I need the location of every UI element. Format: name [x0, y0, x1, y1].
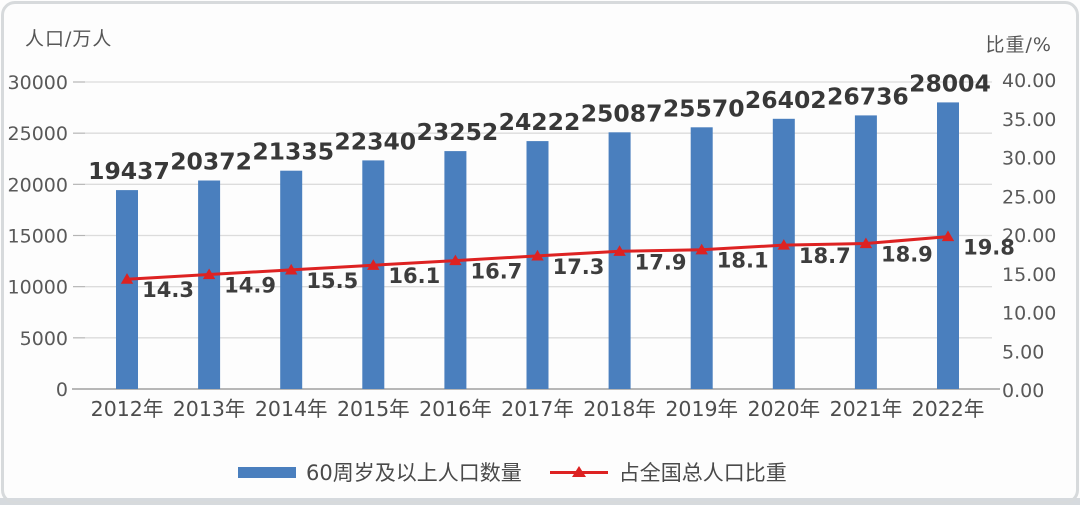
line-series-swatch — [549, 465, 608, 479]
bar — [362, 160, 385, 389]
x-axis-label: 2017年 — [501, 397, 574, 421]
right-axis-tick-label: 15.00 — [1002, 264, 1056, 286]
line-marker — [531, 249, 544, 261]
x-axis-label: 2020年 — [747, 397, 820, 421]
x-axis-label: 2013年 — [173, 397, 246, 421]
right-axis-tick-label: 20.00 — [1002, 225, 1056, 247]
left-axis-tick-label: 30000 — [8, 72, 68, 94]
line-value-label: 18.7 — [799, 244, 851, 268]
left-axis-tick-label: 15000 — [8, 226, 68, 248]
bar — [937, 102, 959, 390]
bar-value-label: 24222 — [499, 108, 581, 136]
line-marker — [202, 268, 216, 280]
line-value-label: 17.3 — [553, 255, 605, 279]
left-axis-tick-label: 0 — [56, 379, 68, 401]
right-axis-tick-label: 35.00 — [1002, 109, 1056, 131]
left-axis-tick-label: 20000 — [8, 174, 68, 196]
bar — [526, 141, 549, 389]
chart-legend: 60周岁及以上人口数量 占全国总人口比重 — [238, 460, 787, 485]
right-axis-tick-label: 25.00 — [1002, 186, 1056, 208]
right-axis-title: 比重/% — [985, 34, 1052, 56]
x-axis-label: 2014年 — [255, 397, 328, 421]
line-marker — [449, 254, 462, 266]
bar-value-label: 26736 — [827, 82, 909, 110]
x-axis-label: 2016年 — [419, 397, 492, 421]
line-value-label: 15.5 — [306, 269, 358, 293]
bar — [116, 190, 138, 389]
x-axis-label: 2021年 — [830, 397, 903, 421]
line-value-label: 14.9 — [224, 274, 276, 298]
right-axis-tick-label: 30.00 — [1002, 148, 1056, 170]
bar — [608, 132, 631, 390]
left-axis-tick-label: 25000 — [8, 123, 68, 145]
bar-value-label: 23252 — [417, 118, 499, 146]
bar-value-label: 22340 — [334, 127, 416, 155]
x-axis-label: 2012年 — [91, 397, 164, 421]
line-marker — [695, 243, 708, 255]
line-marker — [859, 237, 873, 249]
line-value-label: 18.1 — [717, 249, 769, 273]
left-axis-tick-label: 5000 — [20, 328, 68, 350]
line-marker — [367, 259, 380, 270]
bar-series-legend-label: 60周岁及以上人口数量 — [306, 461, 522, 485]
line-value-label: 19.8 — [963, 236, 1015, 260]
bar — [198, 180, 221, 389]
bar — [854, 115, 877, 390]
line-marker — [777, 239, 790, 250]
bar-value-label: 26402 — [745, 86, 827, 114]
x-axis-label: 2018年 — [583, 397, 656, 421]
bar-value-label: 28004 — [909, 69, 991, 97]
line-value-label: 17.9 — [635, 250, 687, 274]
line-value-label: 14.3 — [142, 278, 194, 302]
bar — [772, 118, 795, 390]
right-axis-tick-label: 0.00 — [1002, 380, 1044, 402]
left-axis-tick-label: 10000 — [8, 277, 68, 299]
bar-value-label: 25087 — [581, 99, 663, 127]
line-value-label: 18.9 — [881, 243, 933, 267]
right-axis-tick-label: 5.00 — [1002, 341, 1044, 363]
x-axis-label: 2022年 — [912, 397, 985, 421]
bar-value-label: 21335 — [252, 138, 334, 166]
x-axis-label: 2019年 — [665, 397, 738, 421]
line-marker — [120, 273, 134, 284]
right-axis-tick-label: 10.00 — [1002, 303, 1056, 325]
bar-value-label: 20372 — [170, 148, 252, 176]
bar — [690, 127, 713, 390]
triangle-marker-icon — [571, 466, 586, 477]
bar — [280, 170, 303, 389]
x-axis-label: 2015年 — [337, 397, 410, 421]
line-marker — [613, 245, 626, 256]
bottom-edge-strip — [0, 498, 1080, 505]
bar-value-label: 19437 — [88, 157, 170, 185]
line-value-label: 16.7 — [470, 260, 522, 284]
line-marker — [285, 263, 298, 275]
bar-series-swatch — [238, 466, 296, 478]
right-axis-tick-label: 40.00 — [1002, 70, 1056, 92]
line-value-label: 16.1 — [388, 264, 440, 288]
bar-value-label: 25570 — [663, 94, 745, 122]
line-marker — [941, 230, 955, 242]
left-axis-title: 人口/万人 — [25, 28, 113, 50]
line-series-legend-label: 占全国总人口比重 — [618, 461, 787, 485]
bar — [444, 151, 467, 389]
